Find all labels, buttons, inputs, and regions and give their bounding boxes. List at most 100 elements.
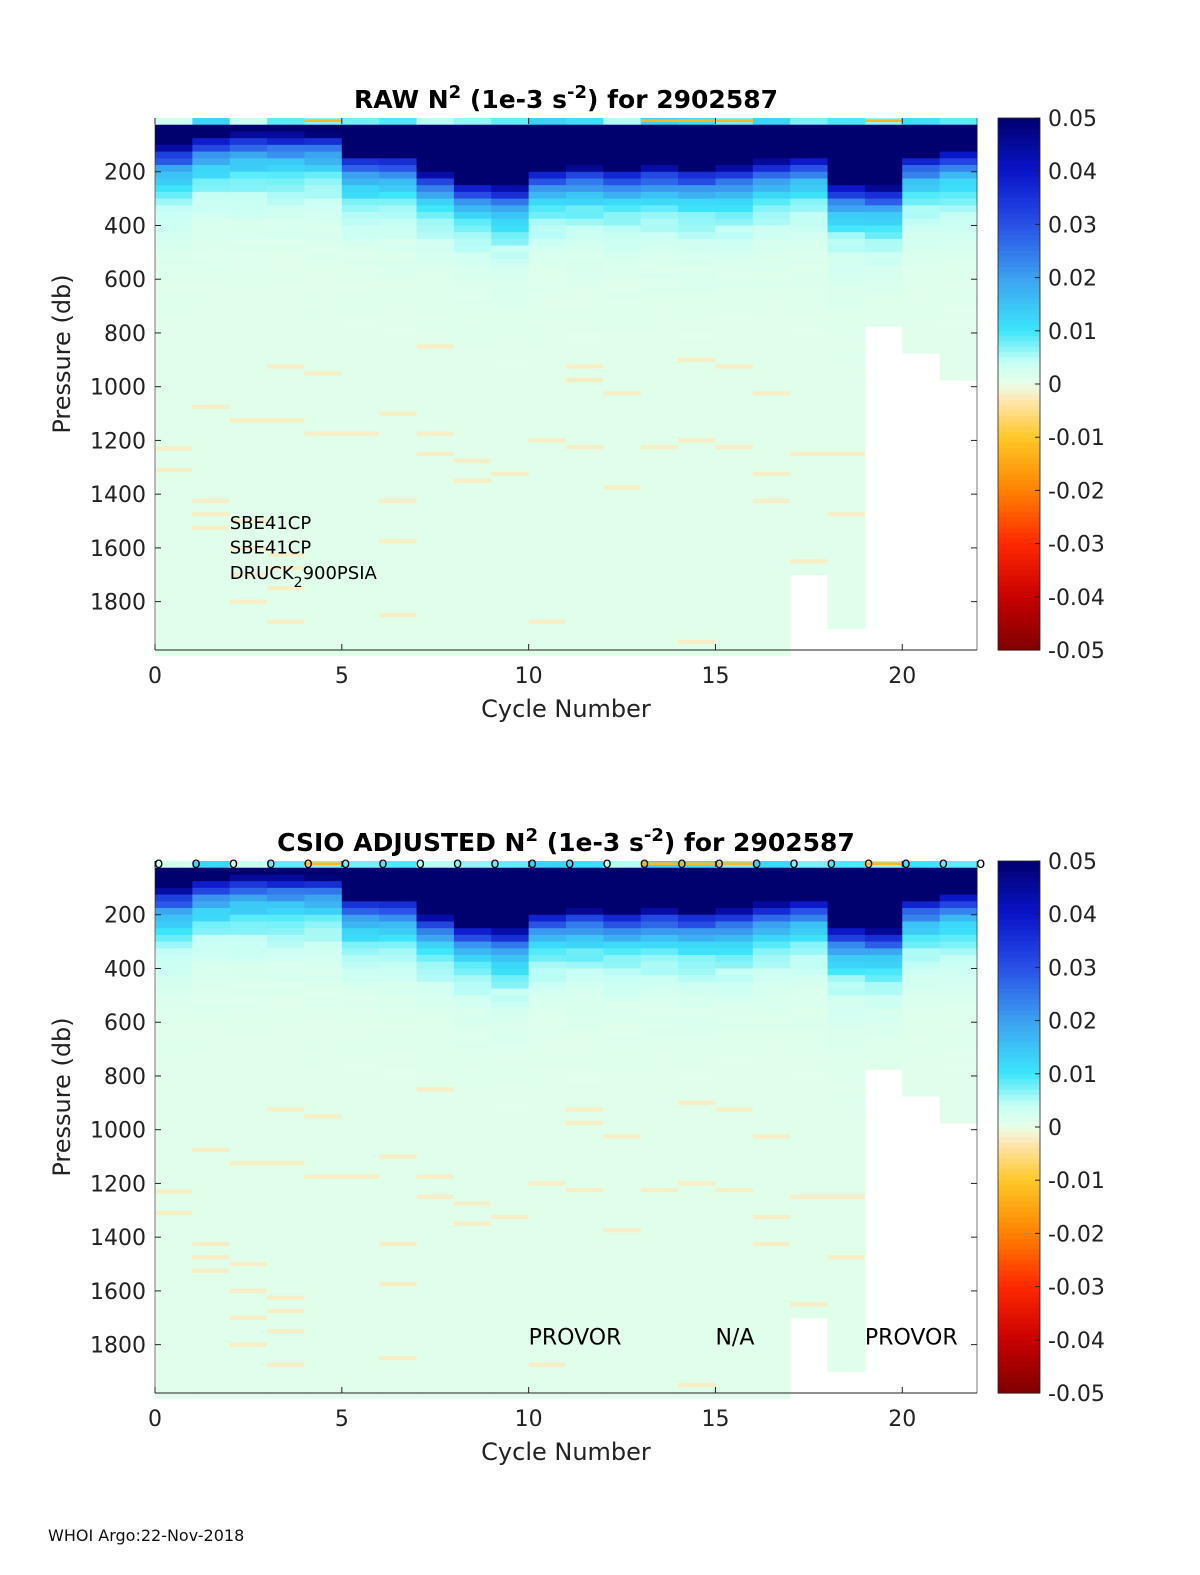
colorbar-swatch (998, 192, 1040, 199)
heat-cell (678, 1149, 716, 1158)
heat-cell (155, 1358, 193, 1366)
heat-cell (192, 1324, 231, 1332)
heat-cell (528, 467, 567, 475)
heat-cell (640, 272, 679, 280)
heat-cell (192, 299, 231, 307)
colorbar-swatch (998, 1185, 1040, 1192)
heat-cell (715, 1008, 754, 1016)
heat-cell (341, 961, 380, 969)
heat-cell (790, 118, 829, 126)
heat-cell (939, 185, 978, 193)
heat-cell (267, 339, 305, 347)
heat-cell (790, 306, 829, 314)
heat-cell (715, 1022, 754, 1030)
heat-cell (715, 1028, 754, 1037)
heat-cell (155, 874, 193, 882)
heat-cell (715, 1210, 754, 1218)
heat-cell (192, 420, 231, 428)
heat-cell (341, 1082, 380, 1090)
heat-cell (939, 312, 978, 321)
heat-cell (416, 594, 455, 603)
heat-cell (640, 1223, 679, 1231)
colorbar-swatch (998, 972, 1040, 979)
heat-cell (155, 594, 193, 603)
heat-cell (304, 975, 343, 983)
heat-cell (267, 1002, 305, 1010)
heat-cell (267, 1122, 305, 1131)
heat-cell (453, 588, 492, 596)
heat-cell (566, 1196, 604, 1205)
heat-cell (640, 487, 679, 495)
heat-cell (566, 1163, 604, 1171)
heat-cell (827, 1358, 866, 1366)
heat-cell (752, 238, 791, 247)
colorbar-swatch (998, 999, 1040, 1006)
heat-cell (192, 171, 231, 179)
heat-cell (453, 507, 492, 515)
heat-cell (603, 420, 642, 428)
heat-cell (155, 306, 193, 314)
heat-cell (566, 460, 604, 468)
heat-cell (902, 272, 941, 280)
heat-cell (827, 901, 866, 909)
heat-cell (640, 1116, 679, 1124)
heat-cell (678, 601, 716, 609)
heat-cell (566, 894, 604, 902)
heat-cell (416, 1089, 455, 1097)
heat-cell (939, 151, 978, 159)
heat-cell (304, 901, 343, 909)
heat-cell (379, 628, 418, 636)
heat-cell (341, 1163, 380, 1171)
heat-cell (528, 1143, 567, 1151)
heat-cell (640, 165, 679, 173)
heat-cell-anomaly (267, 1161, 305, 1166)
cycle-column-17 (790, 118, 829, 576)
heat-cell (790, 426, 829, 435)
heat-cell (267, 1028, 305, 1037)
heat-cell (715, 1035, 754, 1043)
heat-cell (528, 1156, 567, 1164)
heat-cell (528, 1022, 567, 1030)
heat-cell (341, 1203, 380, 1211)
heat-cell (827, 494, 866, 502)
heat-cell (790, 1055, 829, 1064)
heat-cell (790, 131, 829, 139)
colorbar-swatch (998, 144, 1040, 151)
heat-cell (678, 1223, 716, 1231)
heat-cell (416, 1129, 455, 1137)
heat-cell (229, 326, 268, 334)
heat-cell (341, 359, 380, 368)
heat-cell (491, 118, 530, 126)
heat-cell (416, 628, 455, 636)
heat-cell (566, 1237, 604, 1245)
colorbar-swatch (998, 1286, 1040, 1293)
heat-cell (528, 981, 567, 990)
heat-cell (566, 218, 604, 226)
heat-cell (155, 205, 193, 213)
heat-cell (752, 921, 791, 929)
heat-cell (229, 144, 268, 153)
heat-cell (752, 400, 791, 408)
heat-cell (566, 212, 604, 220)
heat-cell (528, 948, 567, 956)
heat-cell (229, 453, 268, 462)
colorbar-swatch (998, 320, 1040, 327)
heat-cell (827, 921, 866, 929)
heat-cell (566, 1284, 604, 1292)
heat-cell (453, 534, 492, 542)
heat-cell (640, 252, 679, 260)
heat-cell (902, 124, 941, 132)
heat-cell (827, 1042, 866, 1050)
heat-cell (678, 934, 716, 943)
heat-cell (603, 928, 642, 936)
heat-cell (678, 1049, 716, 1057)
heat-cell (603, 1196, 642, 1205)
heat-cell (453, 1337, 492, 1346)
heat-cell (528, 393, 567, 401)
heat-cell (491, 1042, 530, 1050)
heat-cell (453, 547, 492, 556)
heat-cell (491, 547, 530, 556)
heat-cell (566, 118, 604, 126)
colorbar-swatch (998, 983, 1040, 990)
heat-cell (341, 1351, 380, 1359)
